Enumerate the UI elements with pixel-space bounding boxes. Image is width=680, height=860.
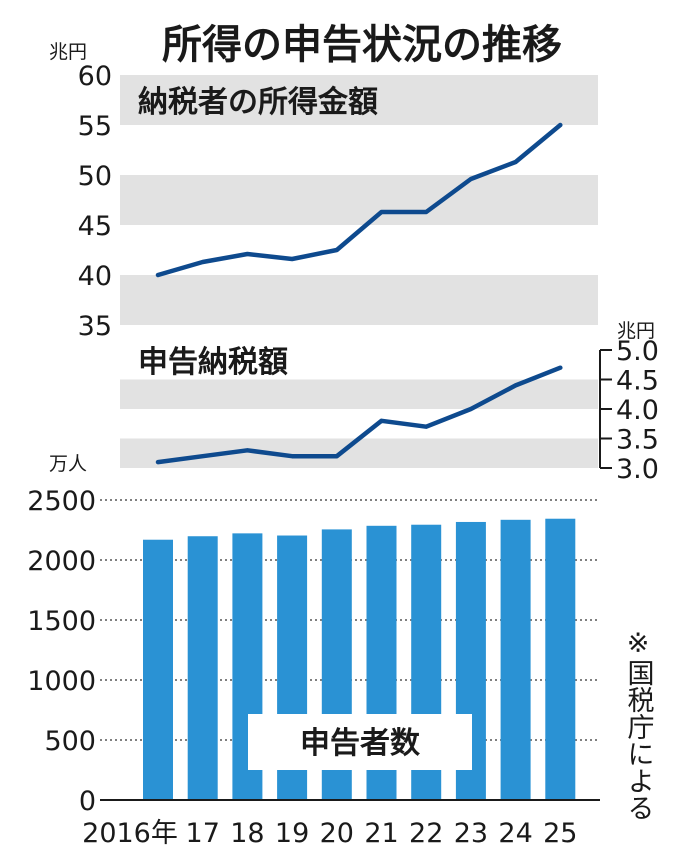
tax-grid-band bbox=[120, 379, 598, 409]
filers-y-tick-label: 1500 bbox=[27, 606, 96, 637]
income-grid-band bbox=[120, 75, 598, 125]
filers-x-tick-label: 23 bbox=[454, 818, 488, 849]
filers-unit-label: 万人 bbox=[49, 453, 87, 475]
income-y-tick-label: 60 bbox=[78, 61, 112, 92]
filers-bar bbox=[143, 539, 173, 800]
tax-chart: 3.03.54.04.55.0 兆円 申告納税額 bbox=[120, 320, 659, 485]
filers-x-tick-label: 2016年 bbox=[82, 818, 178, 849]
income-y-tick-label: 55 bbox=[78, 111, 112, 142]
income-y-tick-label: 45 bbox=[78, 211, 112, 242]
income-series-line bbox=[155, 122, 563, 278]
filers-y-tick-label: 2000 bbox=[27, 546, 96, 577]
filers-x-tick-label: 20 bbox=[320, 818, 354, 849]
income-unit-label: 兆円 bbox=[49, 41, 87, 63]
tax-grid-band bbox=[120, 438, 598, 468]
income-y-tick-label: 50 bbox=[78, 161, 112, 192]
filers-label-box bbox=[248, 714, 472, 770]
tax-y-tick-label: 3.5 bbox=[616, 425, 659, 456]
income-y-tick-label: 40 bbox=[78, 261, 112, 292]
income-grid-band bbox=[120, 275, 598, 325]
tax-y-tick-label: 5.0 bbox=[616, 336, 659, 367]
income-chart-title: 納税者の所得金額 bbox=[138, 85, 378, 120]
filers-x-tick-label: 22 bbox=[409, 818, 443, 849]
filers-y-tick-label: 1000 bbox=[27, 666, 96, 697]
filers-chart-title: 申告者数 bbox=[300, 726, 421, 761]
filers-y-tick-label: 2500 bbox=[27, 486, 96, 517]
tax-chart-title: 申告納税額 bbox=[138, 345, 288, 380]
tax-unit-label: 兆円 bbox=[617, 320, 655, 342]
filers-chart: 万人 0 500 1000 1500 2000 2500 2016年 17 18 19 20 21 2… bbox=[27, 453, 600, 849]
chart-title: 所得の申告状況の推移 bbox=[162, 22, 562, 68]
filers-bar bbox=[545, 518, 576, 800]
filers-bar bbox=[187, 536, 218, 800]
tax-y-tick-label: 4.5 bbox=[616, 366, 659, 397]
tax-series-line bbox=[155, 365, 563, 465]
tax-y-tick-label: 4.0 bbox=[616, 395, 659, 426]
filers-x-tick-label: 21 bbox=[364, 818, 398, 849]
filers-x-tick-label: 17 bbox=[186, 818, 220, 849]
filers-y-tick-label: 500 bbox=[44, 726, 96, 757]
income-grid-band bbox=[120, 175, 598, 225]
filers-x-tick-label: 19 bbox=[275, 818, 309, 849]
income-chart: 35 40 45 50 55 60 兆円 納税者の所得金額 bbox=[49, 41, 598, 342]
filers-y-tick-label: 0 bbox=[79, 786, 96, 817]
income-y-tick-label: 35 bbox=[78, 311, 112, 342]
tax-y-tick-label: 3.0 bbox=[616, 454, 659, 485]
filers-bar bbox=[500, 519, 531, 800]
filers-x-tick-label: 18 bbox=[230, 818, 264, 849]
source-note: ※国税庁による bbox=[623, 628, 655, 821]
filers-x-tick-label: 24 bbox=[498, 818, 532, 849]
filers-x-tick-label: 25 bbox=[543, 818, 577, 849]
